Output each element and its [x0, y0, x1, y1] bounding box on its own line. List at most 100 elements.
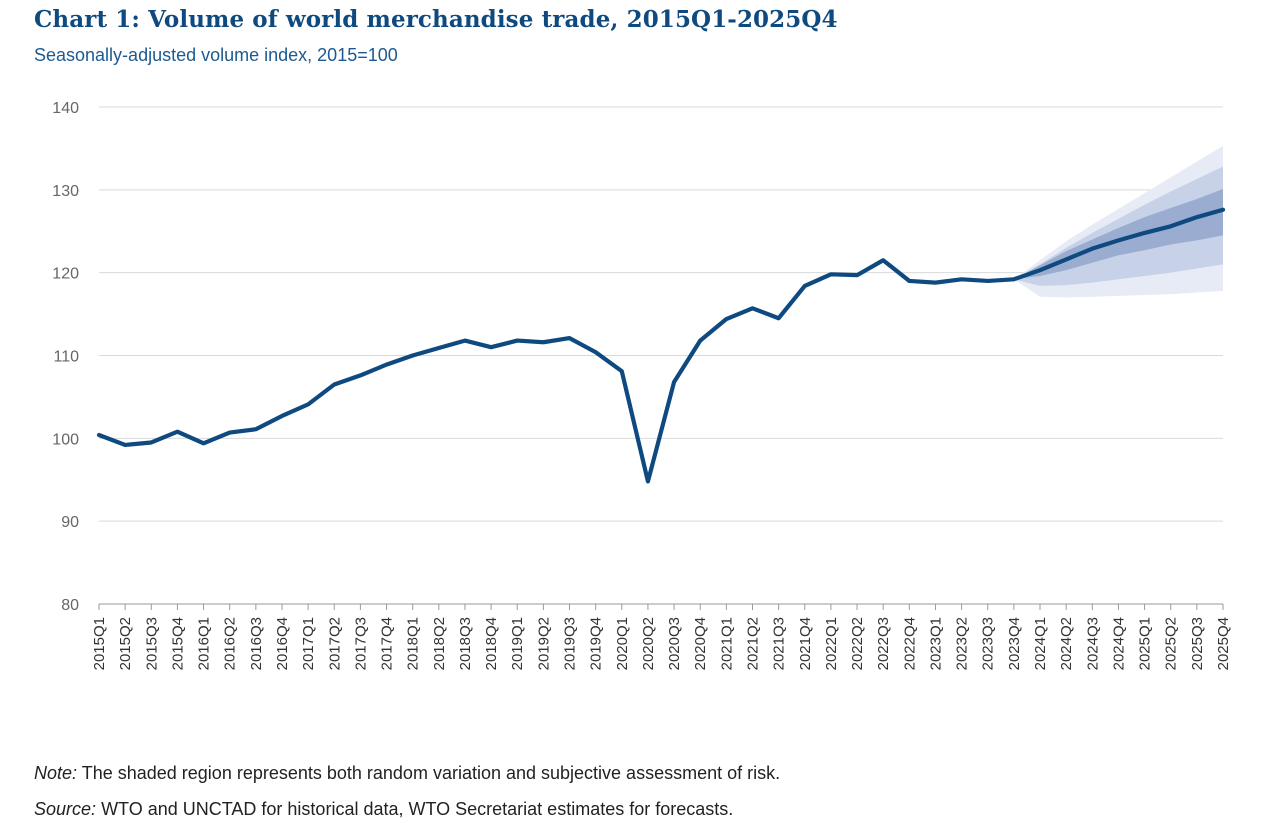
x-tick-label-2020Q1: 2020Q1 — [614, 617, 631, 670]
x-tick-label-2024Q3: 2024Q3 — [1084, 617, 1101, 670]
data-point-2025Q2 — [1169, 224, 1173, 228]
x-tick-label-2019Q3: 2019Q3 — [562, 617, 579, 670]
x-tick-label-2022Q3: 2022Q3 — [875, 617, 892, 670]
x-tick-label-2023Q4: 2023Q4 — [1006, 617, 1023, 670]
data-point-2020Q3 — [672, 380, 676, 384]
x-tick-label-2018Q2: 2018Q2 — [431, 617, 448, 670]
series-line-volume-index — [96, 207, 1226, 484]
series-line-layer — [96, 207, 1226, 484]
y-tick-label-90: 90 — [61, 514, 79, 531]
data-point-2020Q4 — [698, 339, 702, 343]
y-tick-label-120: 120 — [52, 266, 79, 283]
data-point-2023Q3 — [986, 279, 990, 283]
chart-subtitle: Seasonally-adjusted volume index, 2015=1… — [34, 45, 398, 65]
x-tick-label-2019Q4: 2019Q4 — [588, 617, 605, 670]
x-tick-label-2016Q3: 2016Q3 — [248, 617, 265, 670]
data-point-2025Q3 — [1195, 215, 1199, 219]
x-tick-label-2017Q2: 2017Q2 — [326, 617, 343, 670]
data-point-2018Q2 — [437, 346, 441, 350]
x-tick-label-2020Q2: 2020Q2 — [640, 617, 657, 670]
data-point-2022Q2 — [855, 273, 859, 277]
data-point-2025Q1 — [1143, 231, 1147, 235]
data-point-2016Q1 — [202, 441, 206, 445]
data-point-2020Q1 — [620, 369, 624, 373]
x-tick-label-2020Q4: 2020Q4 — [692, 617, 709, 670]
y-tick-label-110: 110 — [53, 349, 79, 366]
y-tick-label-140: 140 — [52, 100, 79, 117]
chart-source: Source: WTO and UNCTAD for historical da… — [34, 799, 733, 820]
x-tick-label-2025Q2: 2025Q2 — [1163, 617, 1180, 670]
x-tick-label-2023Q1: 2023Q1 — [927, 617, 944, 670]
data-point-2015Q2 — [123, 443, 127, 447]
data-point-2019Q3 — [568, 336, 572, 340]
data-point-2017Q3 — [358, 373, 362, 377]
x-tick-label-2019Q1: 2019Q1 — [509, 617, 526, 670]
data-point-2022Q1 — [829, 272, 833, 276]
y-tick-label-130: 130 — [52, 183, 79, 200]
data-point-2016Q3 — [254, 427, 258, 431]
x-tick-label-2015Q2: 2015Q2 — [117, 617, 134, 670]
forecast-band-layer — [1013, 145, 1223, 298]
forecast-band-inner — [1013, 189, 1223, 280]
x-tick-label-2015Q4: 2015Q4 — [169, 617, 186, 670]
data-point-2023Q1 — [933, 281, 937, 285]
axis-layer: 80 90 100 110 120 130 140 2015Q1 2015Q2 2015Q3 201… — [52, 100, 1232, 670]
data-point-2016Q2 — [228, 431, 232, 435]
data-point-2025Q4 — [1221, 208, 1225, 212]
x-tick-label-2024Q1: 2024Q1 — [1032, 617, 1049, 670]
x-tick-label-2017Q4: 2017Q4 — [379, 617, 396, 670]
data-point-2019Q2 — [541, 340, 545, 344]
data-point-2024Q3 — [1090, 247, 1094, 251]
x-tick-label-2022Q1: 2022Q1 — [823, 617, 840, 670]
data-point-2017Q1 — [306, 402, 310, 406]
x-tick-label-2018Q1: 2018Q1 — [405, 617, 422, 670]
x-tick-label-2021Q3: 2021Q3 — [771, 617, 788, 670]
x-tick-label-2025Q3: 2025Q3 — [1189, 617, 1206, 670]
x-tick-label-2025Q4: 2025Q4 — [1215, 617, 1232, 670]
x-tick-label-2021Q4: 2021Q4 — [797, 617, 814, 670]
source-text: WTO and UNCTAD for historical data, WTO … — [101, 799, 734, 819]
data-point-2015Q1 — [97, 433, 101, 437]
data-point-2017Q4 — [385, 363, 389, 367]
x-tick-label-2023Q3: 2023Q3 — [980, 617, 997, 670]
x-tick-label-2019Q2: 2019Q2 — [535, 617, 552, 670]
note-label: Note: — [34, 763, 78, 783]
data-point-2024Q4 — [1116, 238, 1120, 242]
x-tick-label-2024Q4: 2024Q4 — [1110, 617, 1127, 670]
x-tick-label-2018Q4: 2018Q4 — [483, 617, 500, 670]
x-tick-label-2016Q2: 2016Q2 — [222, 617, 239, 670]
data-point-2023Q4 — [1012, 277, 1016, 281]
data-point-2023Q2 — [960, 277, 964, 281]
data-point-2018Q3 — [463, 339, 467, 343]
x-tick-label-2024Q2: 2024Q2 — [1058, 617, 1075, 670]
data-point-2021Q2 — [750, 306, 754, 310]
x-tick-label-2022Q4: 2022Q4 — [901, 617, 918, 670]
data-point-2021Q1 — [724, 317, 728, 321]
x-tick-label-2022Q2: 2022Q2 — [849, 617, 866, 670]
x-tick-label-2021Q2: 2021Q2 — [744, 617, 761, 670]
data-point-2018Q4 — [489, 345, 493, 349]
data-point-2018Q1 — [411, 354, 415, 358]
x-tick-label-2017Q1: 2017Q1 — [300, 617, 317, 670]
x-tick-label-2015Q1: 2015Q1 — [91, 617, 108, 670]
data-point-2022Q3 — [881, 258, 885, 262]
data-point-2017Q2 — [332, 382, 336, 386]
y-tick-label-80: 80 — [61, 597, 79, 614]
x-tick-label-2015Q3: 2015Q3 — [143, 617, 160, 670]
x-tick-label-2017Q3: 2017Q3 — [352, 617, 369, 670]
x-tick-label-2016Q1: 2016Q1 — [196, 617, 213, 670]
chart-note: Note: The shaded region represents both … — [34, 763, 780, 784]
y-tick-label-100: 100 — [52, 431, 79, 448]
note-text: The shaded region represents both random… — [81, 763, 781, 783]
data-point-2021Q3 — [777, 316, 781, 320]
data-point-2016Q4 — [280, 414, 284, 418]
grid-layer — [99, 106, 1223, 522]
data-point-2021Q4 — [803, 284, 807, 288]
x-tick-label-2021Q1: 2021Q1 — [718, 617, 735, 670]
chart-title: Chart 1: Volume of world merchandise tra… — [34, 6, 838, 33]
data-point-2024Q1 — [1038, 268, 1042, 272]
data-point-2015Q3 — [149, 440, 153, 444]
x-tick-label-2020Q3: 2020Q3 — [666, 617, 683, 670]
data-point-2015Q4 — [175, 430, 179, 434]
source-label: Source: — [34, 799, 97, 819]
